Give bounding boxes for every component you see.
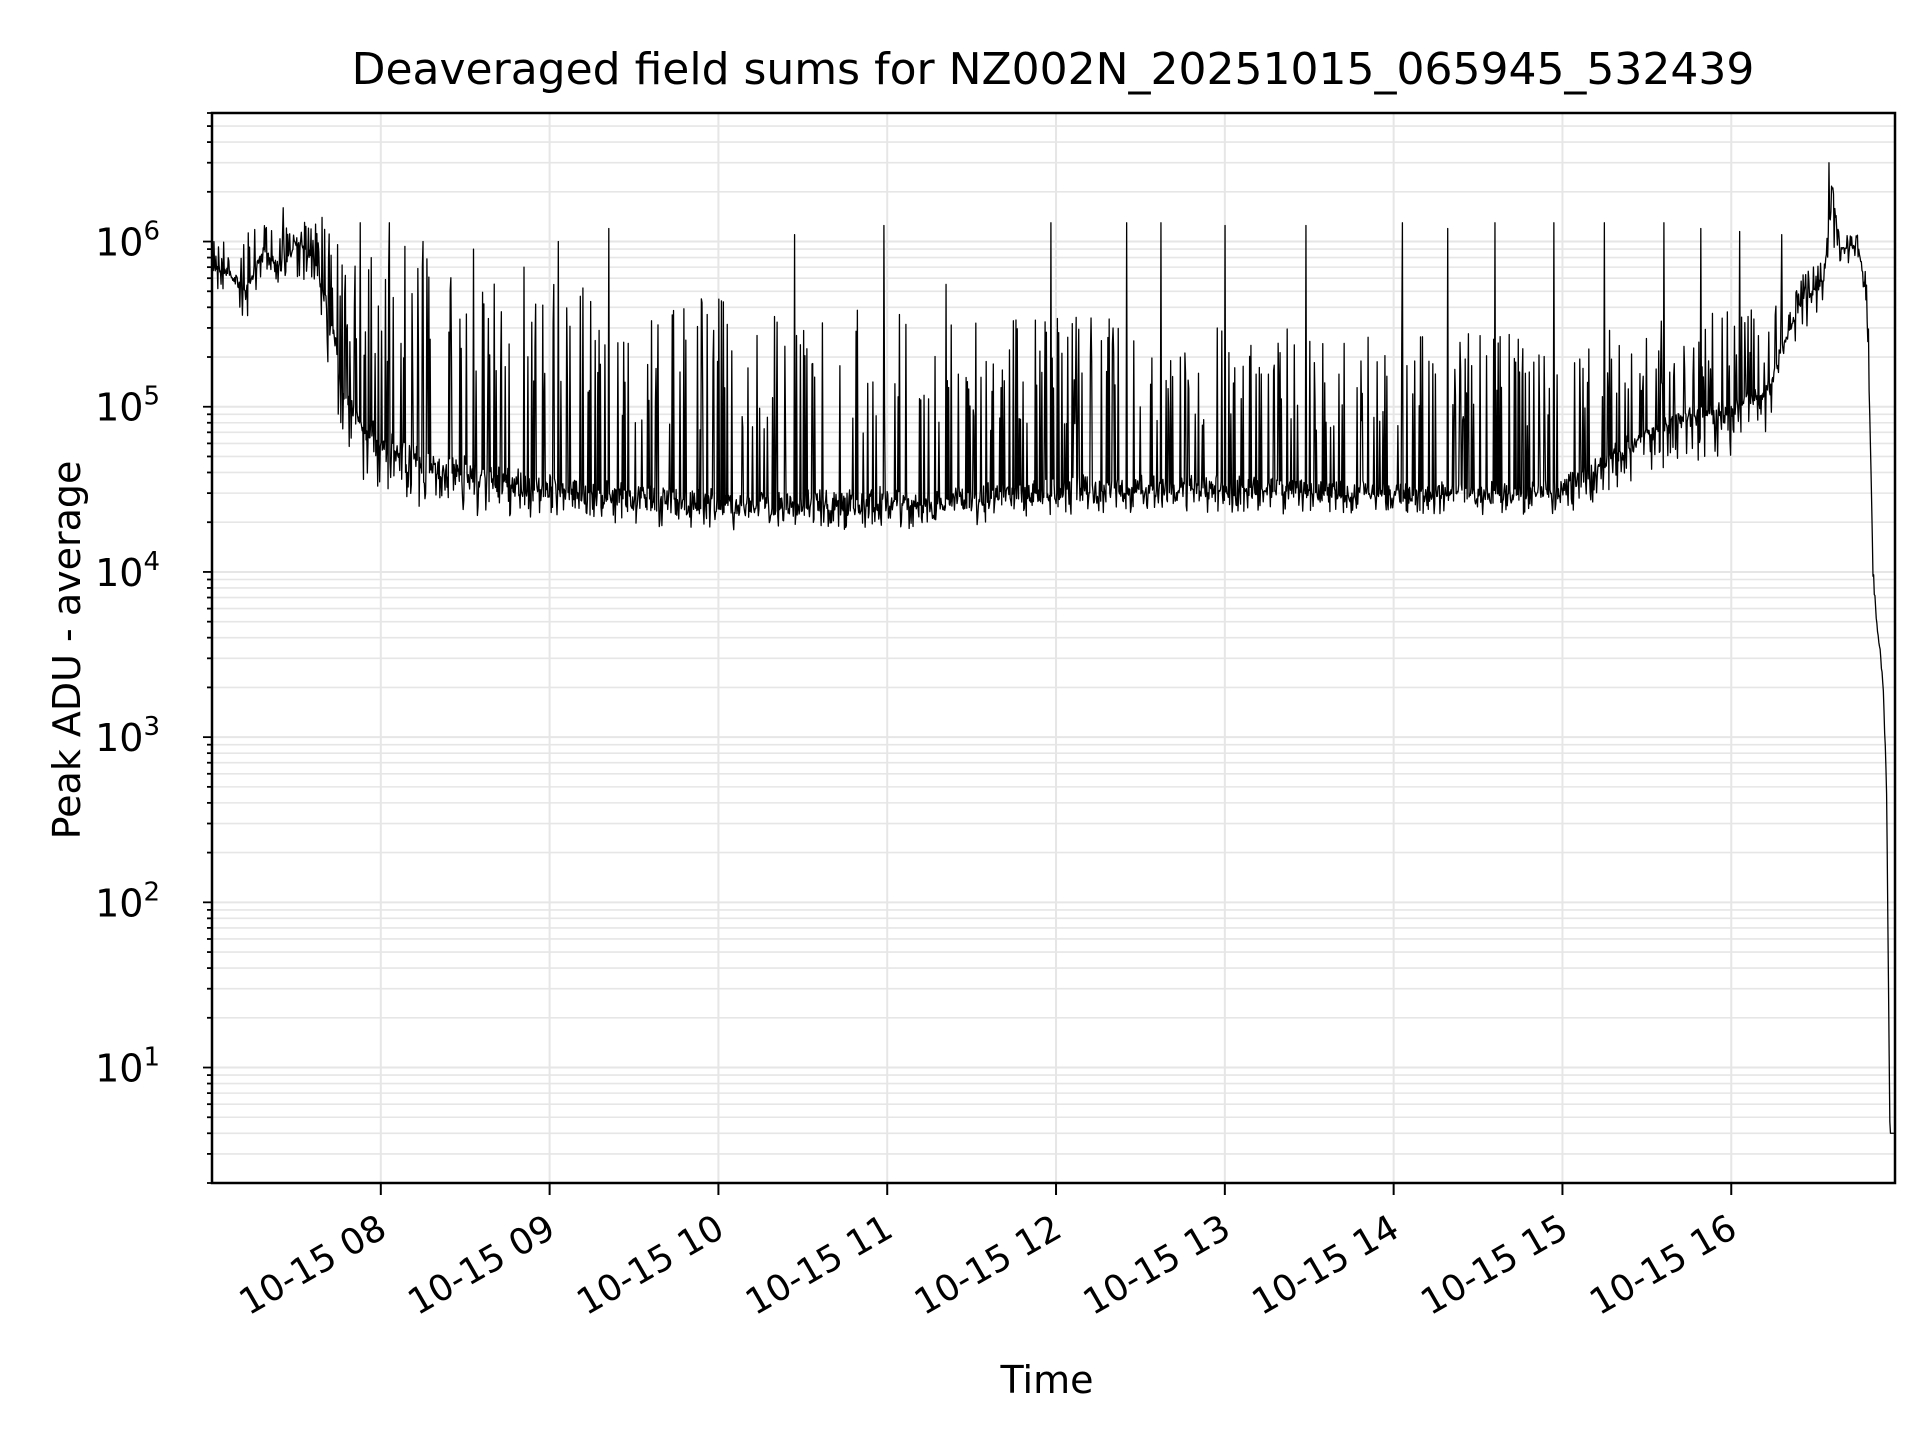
y-axis-label: Peak ADU - average [45,461,89,840]
x-axis-label: Time [1000,1358,1094,1402]
y-tick-label: 105 [95,382,160,430]
plot-frame [210,111,1897,1185]
series-line [211,162,1895,1134]
chart-title: Deaveraged field sums for NZ002N_2025101… [352,44,1755,95]
y-tick-label: 102 [95,877,160,925]
y-tick-label: 103 [95,712,160,760]
y-tick-label: 101 [95,1043,160,1091]
y-tick-label: 106 [95,217,160,265]
series-line-group [211,162,1895,1134]
grid [212,112,1895,1184]
y-tick-label: 104 [95,547,160,595]
